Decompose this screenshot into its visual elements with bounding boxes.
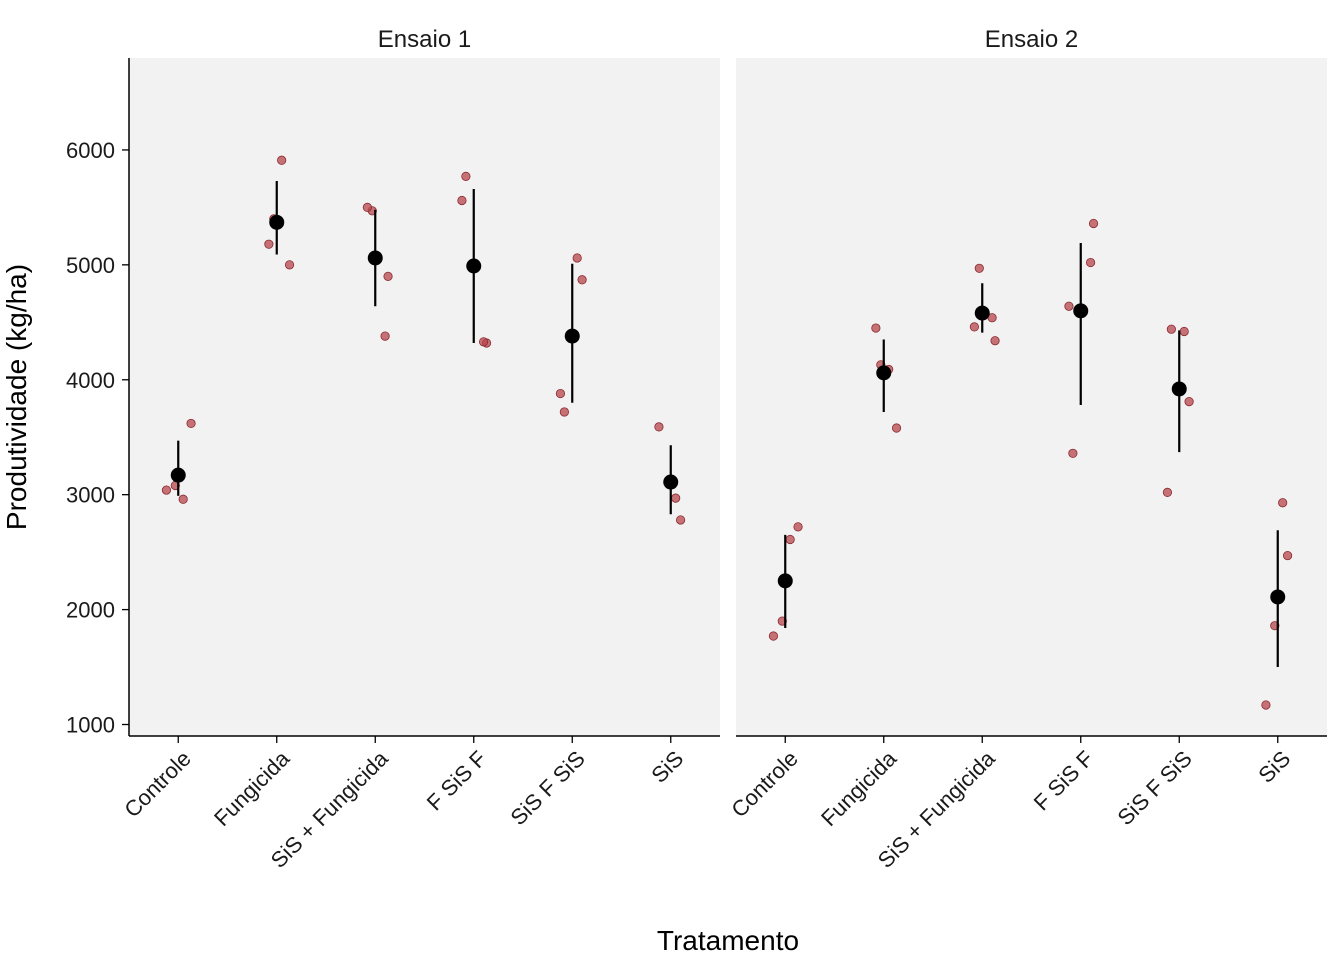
raw-point xyxy=(264,239,274,249)
raw-point xyxy=(785,534,795,545)
raw-point xyxy=(559,407,569,417)
mean-point xyxy=(466,258,482,274)
mean-point xyxy=(367,250,383,266)
raw-point xyxy=(1064,301,1074,311)
raw-point xyxy=(675,515,686,525)
raw-point xyxy=(793,522,803,532)
x-tick-label: F SiS F xyxy=(422,746,492,816)
x-tick-label: SiS xyxy=(646,746,688,788)
raw-point xyxy=(1184,396,1194,407)
mean-point xyxy=(269,214,285,230)
x-tick-label: Fungicida xyxy=(209,745,295,831)
mean-point xyxy=(663,474,679,490)
raw-point xyxy=(1278,498,1288,508)
raw-point xyxy=(186,418,196,429)
plot-panel-2 xyxy=(736,58,1327,736)
mean-point xyxy=(974,305,990,321)
mean-point xyxy=(1073,303,1089,319)
y-tick-label: 2000 xyxy=(66,598,115,623)
x-tick-label: Controle xyxy=(726,746,802,822)
raw-point xyxy=(974,263,984,273)
raw-point xyxy=(178,494,188,504)
raw-point xyxy=(461,171,471,181)
mean-point xyxy=(1171,381,1187,397)
raw-point xyxy=(671,493,681,503)
raw-point xyxy=(161,485,172,495)
raw-point xyxy=(891,423,902,433)
mean-point xyxy=(1270,589,1286,605)
x-tick-label: SiS xyxy=(1253,746,1295,788)
x-tick-label: SiS F SiS xyxy=(506,746,590,830)
facet-title-2: Ensaio 2 xyxy=(985,26,1078,53)
raw-point xyxy=(654,422,664,432)
x-tick-label: F SiS F xyxy=(1029,746,1099,816)
x-tick-label: Fungicida xyxy=(816,745,902,831)
raw-point xyxy=(457,195,467,206)
mean-point xyxy=(170,467,186,483)
raw-point xyxy=(383,271,393,281)
raw-point xyxy=(1166,324,1176,334)
raw-point xyxy=(1068,448,1078,458)
raw-point xyxy=(1088,218,1099,229)
raw-point xyxy=(768,631,779,641)
raw-point xyxy=(871,323,881,333)
raw-point xyxy=(1162,487,1173,497)
mean-point xyxy=(777,573,793,589)
y-tick-label: 1000 xyxy=(66,713,115,738)
y-tick-label: 5000 xyxy=(66,253,115,278)
raw-point xyxy=(1283,550,1293,561)
raw-point xyxy=(284,260,295,270)
raw-point xyxy=(1179,326,1189,337)
y-axis-title: Produtividade (kg/ha) xyxy=(1,264,32,530)
raw-point xyxy=(380,331,390,341)
x-axis-title: Tratamento xyxy=(657,925,799,956)
y-tick-label: 6000 xyxy=(66,138,115,163)
raw-point xyxy=(555,388,566,399)
raw-point xyxy=(969,322,979,332)
raw-point xyxy=(277,155,287,165)
facet-title-1: Ensaio 1 xyxy=(378,26,471,53)
x-tick-label: SiS F SiS xyxy=(1113,746,1197,830)
mean-point xyxy=(564,328,580,344)
x-tick-label: Controle xyxy=(119,746,195,822)
raw-point xyxy=(478,337,489,347)
raw-point xyxy=(577,275,587,285)
raw-point xyxy=(362,202,372,212)
raw-point xyxy=(990,336,1000,346)
y-tick-label: 3000 xyxy=(66,483,115,508)
mean-point xyxy=(876,365,892,381)
raw-point xyxy=(1261,700,1271,710)
y-tick-label: 4000 xyxy=(66,368,115,393)
raw-point xyxy=(1086,257,1096,268)
plot-panel-1 xyxy=(129,58,720,736)
raw-point xyxy=(572,253,582,263)
